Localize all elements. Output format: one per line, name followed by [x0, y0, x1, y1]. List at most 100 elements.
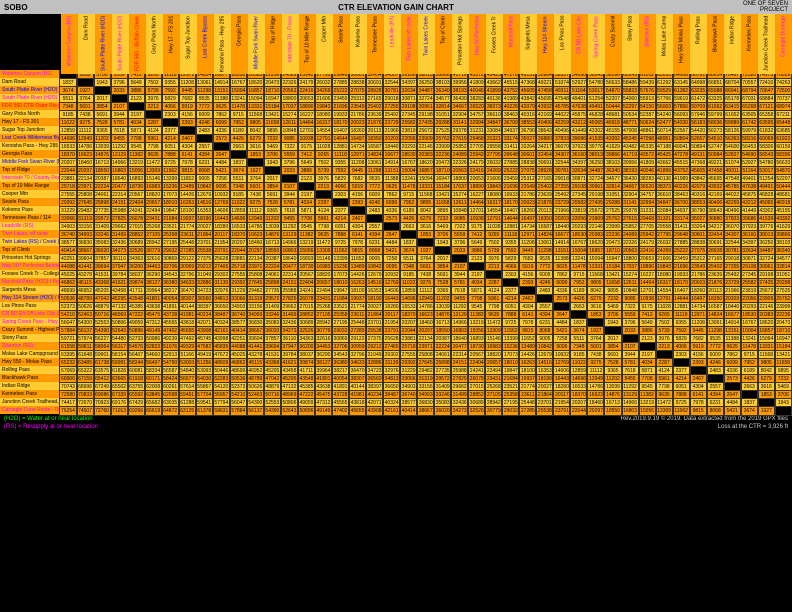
col-header: Leadville (RS) — [384, 14, 401, 74]
col-header: Interstate 70 - Frisco — [282, 14, 299, 74]
row-label: Twin Lakes (RS) / Creek (H2O) — [0, 238, 59, 246]
matrix-row: Cooper Mtn275552580824061223142056718820… — [0, 190, 792, 198]
row-label: Middle Fork Swan River (H2O) — [0, 158, 59, 166]
column-headers-row: Waterton Canyon (BS)Dam RoadSouth Platte… — [0, 14, 792, 70]
col-header: Sargents Mesa — [520, 14, 537, 74]
matrix-cell: 76254 — [59, 406, 76, 416]
row-label: Indian Ridge — [0, 382, 59, 390]
matrix-row: Hwy 17 - FS 2011102292757528578140342287… — [0, 118, 792, 126]
matrix-row: Georgia Pass1837016623148761312911382963… — [0, 150, 792, 158]
col-header: CR BD Lake City — [571, 14, 588, 74]
col-header: Waterton Canyon (BS) — [61, 14, 78, 74]
matrix-cell: 74507 — [77, 406, 94, 416]
matrix-cell: 30779 — [485, 406, 502, 416]
matrix-cell — [775, 406, 792, 416]
matrix-cell: 43908 — [366, 406, 383, 416]
matrix-row: Twin Lakes, off route3674034993332463149… — [0, 230, 792, 238]
col-header: Los Pinos Pass — [554, 14, 571, 74]
matrix-cell: 8068 — [707, 406, 724, 416]
matrix-row: Fooses Creek Tr - Collegiate Peaks Wilde… — [0, 270, 792, 278]
matrix-row: South Platte River (H2O)5511376420172123… — [0, 94, 792, 102]
row-label: Stony Pass — [0, 334, 59, 342]
row-label: Gary Picks North — [0, 110, 59, 118]
matrix-row: Gary Picks North918574385691394421972303… — [0, 110, 792, 118]
row-label: Top of 10 Mile Range — [0, 182, 59, 190]
row-label: Searle Pass — [0, 198, 59, 206]
matrix-cell: 36020 — [434, 406, 451, 416]
col-header: Marshall Pass — [503, 14, 520, 74]
col-header: Top of 10 Mile Range — [299, 14, 316, 74]
matrix-row: Tennessee Pass / 11433066313192957227825… — [0, 214, 792, 222]
matrix-row: Hwy 114 Stream (H2O) / Cochetopa Creek C… — [0, 294, 792, 302]
matrix-row: Molas Lake Campground6339561648599015815… — [0, 350, 792, 358]
row-label: FDR 560-CTR Oster Rte (H2O) - Buffalo Cr… — [0, 102, 59, 110]
matrix-row: Middle Fork Swan River (H2O)202071846016… — [0, 158, 792, 166]
matrix-cell: 3674 — [741, 406, 758, 416]
matrix-cell: 49149 — [315, 406, 332, 416]
matrix-row: Marshall Pass (H2O) / Poncha (RS) - 6 Mi… — [0, 278, 792, 286]
matrix-cell: 1927 — [758, 406, 775, 416]
row-label: Top of Ridge — [0, 166, 59, 174]
row-label: South Platte River (H2O) — [0, 94, 59, 102]
col-header: Crazy Summit — [605, 14, 622, 74]
col-header: Cooper Mtn — [316, 14, 333, 74]
matrix-cell: 47402 — [332, 406, 349, 416]
footer-rs: (RS) = Resupply at or near location Loss… — [0, 424, 792, 430]
col-header: Kennebec Pass — [741, 14, 758, 74]
elevation-matrix: Waterton Canyon (BS)18533706555974129265… — [0, 70, 792, 414]
matrix-row: CR BD Eft Off Lake City (RS)542105246350… — [0, 310, 792, 318]
col-header: Molas Lake Camp — [656, 14, 673, 74]
col-header: Gary Picks North — [146, 14, 163, 74]
matrix-cell: 71013 — [111, 406, 128, 416]
matrix-row: Spring Creek Pass - Hwy 149 / Lake City … — [0, 318, 792, 326]
matrix-row: Silverton (RS)61558598115806456317545705… — [0, 342, 792, 350]
row-label: Georgia Pass — [0, 150, 59, 158]
row-label: Kennebec Pass — [0, 390, 59, 398]
matrix-row: Kokomo Pass31229294822773525988242412249… — [0, 206, 792, 214]
matrix-row: Rolling Pass6706965322635756182860081583… — [0, 366, 792, 374]
matrix-cell: 45655 — [349, 406, 366, 416]
row-label: Leadville (RS) — [0, 222, 59, 230]
row-label: Silverton (RS) — [0, 342, 59, 350]
col-header: Searle Pass — [333, 14, 350, 74]
row-label: Rolling Pass — [0, 366, 59, 374]
matrix-row: Crazy Summit - Highest Point578845613754… — [0, 326, 792, 334]
row-label: Hwy 114 Stream (H2O) / Cochetopa Creek C… — [0, 294, 59, 302]
row-label: Waterton Canyon (BS) — [0, 70, 59, 78]
matrix-row: Dam Road18371943379656497502935511208130… — [0, 78, 792, 86]
col-header: Sugar Top Junction — [180, 14, 197, 74]
col-header: Kenosha Pass - Hwy 285 — [214, 14, 231, 74]
matrix-cell: 18550 — [604, 406, 621, 416]
row-label: Sargents Mesa — [0, 286, 59, 294]
col-header: Stony Pass — [622, 14, 639, 74]
row-label: Tennessee Pass / 114 — [0, 214, 59, 222]
matrix-cell: 59631 — [213, 406, 230, 416]
header-project: ONE OF SEVENPROJECT — [743, 1, 788, 13]
row-label: Lost Creek Wilderness Bypass (H2O) - Roc… — [0, 134, 59, 142]
matrix-row: Blackhawk Pass68906671596541263665619186… — [0, 374, 792, 382]
matrix-cell: 34273 — [451, 406, 468, 416]
header-sobo: SOBO — [4, 3, 28, 12]
matrix-cell: 64872 — [162, 406, 179, 416]
matrix-row: Junction Creek Trailhead, Velorim Bicycl… — [0, 398, 792, 406]
row-label: Los Pinos Pass — [0, 302, 59, 310]
col-header: Fooses Creek Tr — [486, 14, 503, 74]
matrix-row: Searle Pass29392276452589824151224042065… — [0, 198, 792, 206]
col-header: Spring Creek Pass — [588, 14, 605, 74]
chart-header: SOBO CTR ELEVATION GAIN CHART ONE OF SEV… — [0, 0, 792, 14]
matrix-cell: 57884 — [230, 406, 247, 416]
col-header: Hwy 50 Perfectos — [469, 14, 486, 74]
matrix-cell: 22044 — [570, 406, 587, 416]
matrix-cell: 13309 — [656, 406, 673, 416]
matrix-row: Leadville (RS)34903331563140929662270152… — [0, 222, 792, 230]
row-label: Junction Creek Trailhead, Velorim Bicycl… — [0, 398, 59, 406]
col-header: Rolling Pass — [690, 14, 707, 74]
col-header: Top of Climb — [435, 14, 452, 74]
matrix-row: South Platte River (H2O)3674192720333886… — [0, 86, 792, 94]
row-label: Kokomo Pass — [0, 206, 59, 214]
row-label: Crazy Summit - Highest Point — [0, 326, 59, 334]
row-label: Carnegie Cone Route - Durango (RS) — [0, 406, 59, 414]
matrix-cell: 11562 — [673, 406, 690, 416]
col-header: Hwy 17 - FS 201 — [163, 14, 180, 74]
col-header: Tennessee Pass — [367, 14, 384, 74]
